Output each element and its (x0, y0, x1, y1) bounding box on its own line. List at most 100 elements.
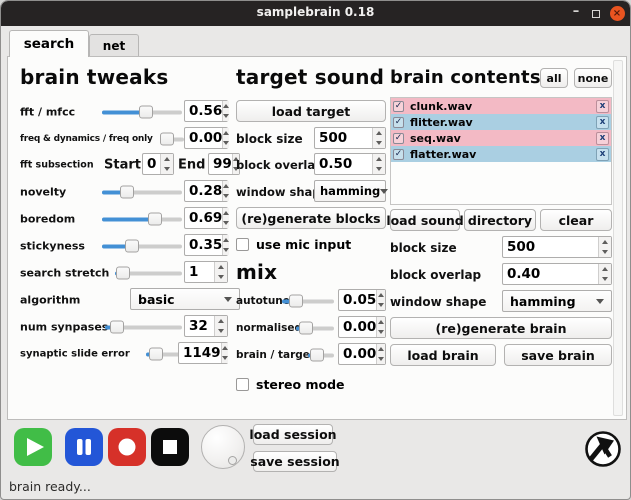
pause-button[interactable] (65, 428, 103, 466)
fft-end-spinbox[interactable]: 99 (208, 153, 240, 175)
spin-down-button[interactable] (377, 300, 385, 310)
spin-up-button[interactable] (223, 181, 230, 191)
slider-handle[interactable] (125, 239, 140, 253)
sample-checkbox[interactable]: ✓ (393, 100, 404, 112)
search-stretch-slider[interactable] (115, 266, 182, 280)
spin-down-button[interactable] (599, 274, 611, 284)
autotune-slider[interactable] (282, 294, 334, 308)
sample-row[interactable]: ✓ flitter.wav x (391, 114, 611, 130)
tab-net[interactable]: net (89, 34, 139, 57)
maximize-button[interactable] (586, 1, 606, 26)
spin-up-button[interactable] (221, 343, 228, 353)
spin-down-button[interactable] (161, 164, 173, 174)
brain-block-overlap-spinbox[interactable]: 0.40 (502, 263, 612, 285)
title-bar[interactable]: samplebrain 0.18 – × (1, 1, 630, 26)
spin-down-button[interactable] (215, 272, 227, 282)
fft-start-spinbox[interactable]: 0 (142, 153, 174, 175)
spin-down-button[interactable] (377, 354, 385, 364)
load-brain-button[interactable]: load brain (390, 344, 496, 366)
sample-row[interactable]: ✓ flatter.wav x (391, 146, 611, 162)
slider-handle[interactable] (288, 294, 303, 308)
spin-up-button[interactable] (373, 128, 385, 138)
save-brain-button[interactable]: save brain (504, 344, 612, 366)
spin-down-button[interactable] (377, 327, 385, 337)
sample-row[interactable]: ✓ seq.wav x (391, 130, 611, 146)
play-button[interactable] (14, 428, 52, 466)
slider-handle[interactable] (110, 320, 125, 334)
fft-mfcc-slider[interactable] (102, 105, 182, 119)
close-button[interactable]: × (607, 1, 627, 26)
num-synapses-spinbox[interactable]: 32 (184, 315, 228, 337)
tab-search[interactable]: search (9, 30, 89, 57)
spin-down-button[interactable] (373, 164, 385, 174)
load-target-button[interactable]: load target (236, 100, 386, 122)
freq-dynamics-spinbox[interactable]: 0.00 (184, 127, 230, 149)
normalised-spinbox[interactable]: 0.00 (338, 316, 386, 338)
spin-up-button[interactable] (215, 316, 227, 326)
target-block-size-spinbox[interactable]: 500 (314, 127, 386, 149)
slider-handle[interactable] (116, 266, 131, 280)
brain-contents-list[interactable]: ✓ clunk.wav x ✓ flitter.wav x ✓ seq.wav … (390, 97, 612, 205)
spin-up-button[interactable] (599, 237, 611, 247)
spin-up-button[interactable] (223, 208, 230, 218)
novelty-slider[interactable] (102, 185, 182, 199)
novelty-spinbox[interactable]: 0.28 (184, 180, 230, 202)
spin-up-button[interactable] (223, 101, 230, 111)
num-synapses-slider[interactable] (105, 320, 182, 334)
algorithm-dropdown[interactable]: basic (130, 288, 240, 310)
remove-sample-button[interactable]: x (596, 99, 609, 113)
synaptic-slide-error-spinbox[interactable]: 1149 (178, 342, 228, 364)
brain-block-size-spinbox[interactable]: 500 (502, 236, 612, 258)
synaptic-slide-error-slider[interactable] (146, 347, 186, 361)
spin-down-button[interactable] (221, 353, 228, 363)
record-button[interactable] (108, 428, 146, 466)
select-none-button[interactable]: none (574, 68, 612, 88)
spin-up-button[interactable] (599, 264, 611, 274)
target-window-shape-dropdown[interactable]: hamming (314, 180, 389, 202)
load-sound-button[interactable]: load sound (386, 209, 464, 231)
save-session-button[interactable]: save session (250, 451, 340, 472)
slider-handle[interactable] (120, 185, 135, 199)
spin-up-button[interactable] (232, 154, 239, 164)
sample-checkbox[interactable]: ✓ (393, 116, 404, 128)
sample-row[interactable]: ✓ clunk.wav x (391, 98, 611, 114)
spin-up-button[interactable] (377, 317, 385, 327)
remove-sample-button[interactable]: x (596, 147, 609, 161)
brain-target-spinbox[interactable]: 0.00 (338, 343, 386, 365)
minimize-button[interactable]: – (566, 1, 586, 26)
spin-down-button[interactable] (215, 326, 227, 336)
slider-handle[interactable] (147, 212, 162, 226)
boredom-slider[interactable] (102, 212, 182, 226)
brain-window-shape-dropdown[interactable]: hamming (502, 290, 612, 312)
autotune-spinbox[interactable]: 0.05 (338, 289, 386, 311)
stereo-mode-checkbox[interactable] (236, 378, 249, 391)
slider-handle[interactable] (298, 321, 313, 335)
use-mic-checkbox[interactable] (236, 238, 249, 251)
remove-sample-button[interactable]: x (596, 131, 609, 145)
clear-button[interactable]: clear (540, 209, 612, 231)
target-block-overlap-spinbox[interactable]: 0.50 (314, 153, 386, 175)
spin-down-button[interactable] (599, 247, 611, 257)
sample-checkbox[interactable]: ✓ (393, 148, 404, 160)
spin-down-button[interactable] (232, 164, 239, 174)
fft-mfcc-spinbox[interactable]: 0.56 (184, 100, 230, 122)
load-session-button[interactable]: load session (249, 424, 337, 445)
spin-up-button[interactable] (377, 290, 385, 300)
spin-up-button[interactable] (215, 262, 227, 272)
stop-button[interactable] (151, 428, 189, 466)
spin-down-button[interactable] (223, 138, 230, 148)
spin-up-button[interactable] (223, 235, 230, 245)
stickyness-slider[interactable] (102, 239, 182, 253)
panel-scrollbar[interactable] (613, 60, 623, 416)
spin-up-button[interactable] (373, 154, 385, 164)
directory-button[interactable]: directory (464, 209, 536, 231)
spin-down-button[interactable] (223, 111, 230, 121)
freq-dynamics-slider[interactable] (160, 132, 184, 146)
spin-down-button[interactable] (373, 138, 385, 148)
regenerate-brain-button[interactable]: (re)generate brain (390, 317, 612, 339)
spin-down-button[interactable] (223, 191, 230, 201)
boredom-spinbox[interactable]: 0.69 (184, 207, 230, 229)
remove-sample-button[interactable]: x (596, 115, 609, 129)
select-all-button[interactable]: all (540, 68, 568, 88)
stereo-mode-row[interactable]: stereo mode (236, 377, 345, 392)
